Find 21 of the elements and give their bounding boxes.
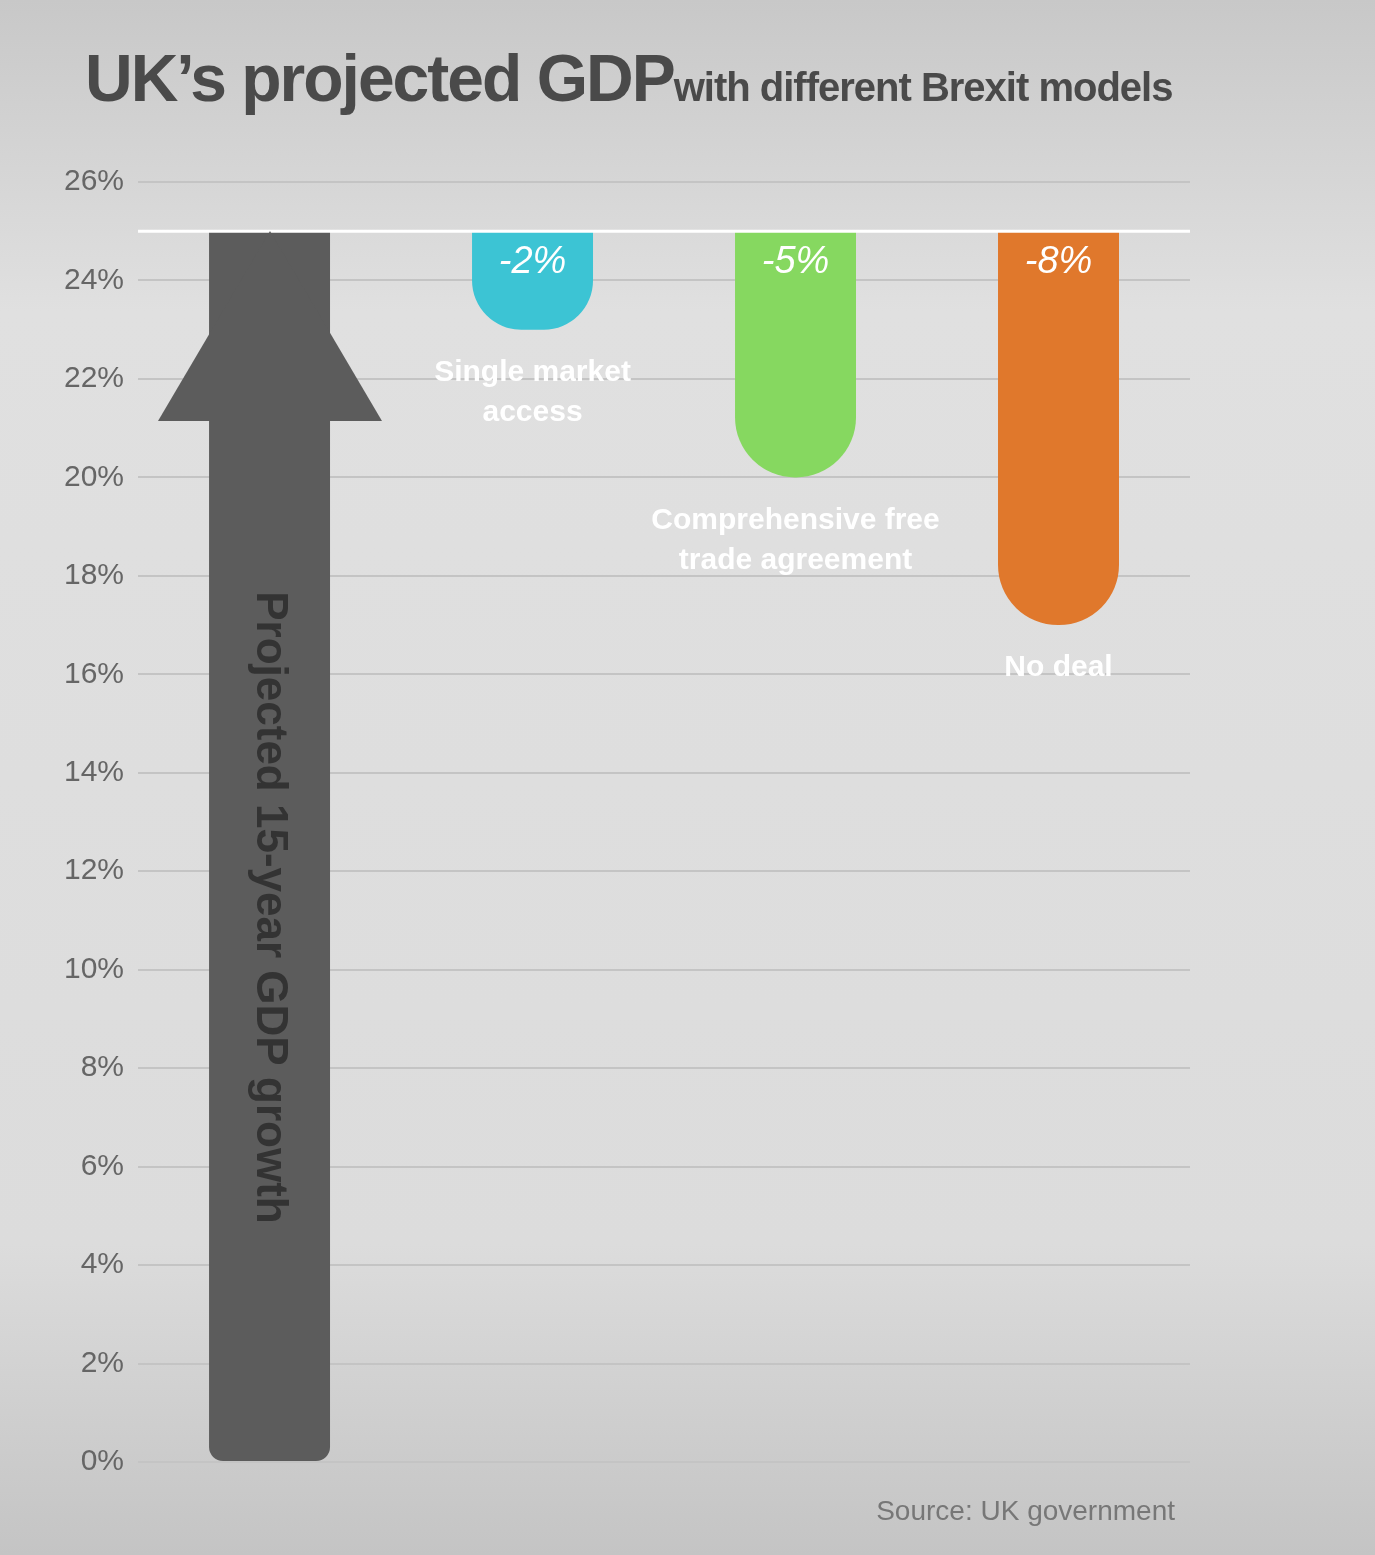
y-tick-label: 18%	[64, 557, 125, 591]
y-tick-label: 16%	[64, 655, 125, 689]
y-tick-label: 0%	[80, 1443, 125, 1477]
y-tick-label: 12%	[64, 852, 125, 886]
y-tick-label: 2%	[80, 1344, 125, 1378]
data-label: -5%	[761, 238, 830, 281]
chart-title: UK’s projected GDP	[85, 41, 674, 115]
y-tick-label: 24%	[64, 261, 125, 295]
y-tick-label: 10%	[64, 950, 125, 984]
data-label: -8%	[1024, 238, 1093, 281]
data-label: -2%	[498, 238, 567, 281]
x-tick-label: No deal	[1004, 649, 1113, 683]
y-tick-label: 26%	[64, 163, 125, 197]
y-tick-label: 8%	[80, 1049, 125, 1083]
y-tick-label: 6%	[80, 1147, 125, 1181]
y-tick-label: 4%	[80, 1246, 125, 1280]
chart-subtitle: with different Brexit models	[673, 65, 1173, 109]
y-tick-label: 20%	[64, 458, 125, 492]
y-tick-label: 22%	[64, 360, 125, 394]
source-note: Source: UK government	[876, 1495, 1175, 1527]
y-tick-label: 14%	[64, 754, 125, 788]
